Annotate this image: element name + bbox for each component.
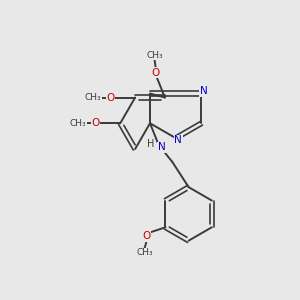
Text: O: O: [152, 68, 160, 78]
Text: CH₃: CH₃: [146, 51, 163, 60]
Text: N: N: [174, 136, 182, 146]
Text: O: O: [92, 118, 100, 128]
Text: O: O: [142, 231, 150, 241]
Text: N: N: [200, 86, 208, 96]
Text: CH₃: CH₃: [136, 248, 153, 257]
Text: O: O: [106, 92, 115, 103]
Text: CH₃: CH₃: [85, 93, 101, 102]
Text: CH₃: CH₃: [70, 119, 86, 128]
Text: H: H: [147, 139, 154, 149]
Text: N: N: [158, 142, 166, 152]
